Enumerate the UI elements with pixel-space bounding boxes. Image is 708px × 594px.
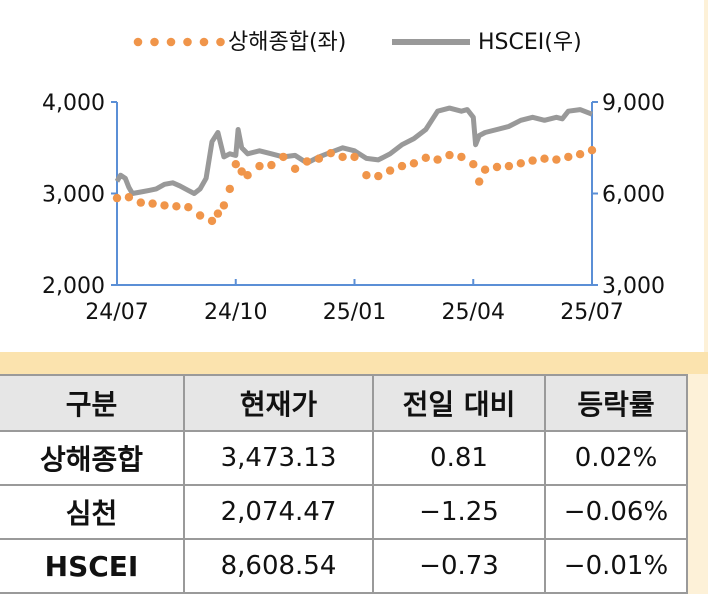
row-name: 상해종합: [0, 430, 185, 486]
right-axis-tick-label: 3,000: [602, 274, 665, 299]
legend-dot: [216, 37, 225, 47]
data-point-shanghai: [112, 193, 122, 203]
data-point-shanghai: [421, 153, 430, 162]
left-axis-tick-label: 2,000: [42, 274, 105, 299]
data-point-shanghai: [469, 160, 478, 169]
quote-table: 구분 현재가 전일 대비 등락률 상해종합 3,473.13 0.81 0.02…: [0, 374, 688, 594]
x-axis-tick-label: 25/04: [442, 300, 505, 325]
legend-dot: [133, 37, 143, 47]
row-rate: −0.01%: [544, 538, 688, 594]
row-change: −0.73: [372, 538, 546, 594]
data-point-shanghai: [195, 211, 205, 220]
row-name: HSCEI: [0, 538, 185, 594]
right-axis-tick-label: 6,000: [602, 183, 665, 208]
table-row: HSCEI 8,608.54 −0.73 −0.01%: [0, 538, 688, 594]
row-rate: 0.02%: [544, 430, 688, 486]
left-axis-tick-label: 3,000: [42, 183, 105, 208]
row-change: 0.81: [372, 430, 546, 486]
data-point-shanghai: [552, 155, 561, 164]
data-point-shanghai: [207, 216, 217, 226]
data-point-shanghai: [243, 171, 252, 180]
table-row: 상해종합 3,473.13 0.81 0.02%: [0, 430, 688, 486]
line-chart: 상해종합(좌) HSCEI(우) 2,000 3,000 4,000 3,000 6,…: [42, 30, 665, 325]
data-point-shanghai: [338, 152, 347, 162]
data-point-shanghai: [350, 152, 359, 162]
legend-dot: [150, 37, 159, 47]
data-point-shanghai: [480, 165, 490, 174]
data-point-shanghai: [148, 199, 157, 208]
table-header-row: 구분 현재가 전일 대비 등락률: [0, 374, 688, 432]
left-axis-tick-label: 4,000: [42, 91, 105, 116]
legend-swatch-shanghai: [133, 37, 225, 47]
data-point-shanghai: [184, 203, 193, 212]
data-point-shanghai: [540, 154, 549, 163]
data-point-shanghai: [385, 166, 395, 175]
data-point-shanghai: [564, 152, 573, 162]
data-point-shanghai: [397, 161, 407, 171]
data-point-shanghai: [219, 201, 229, 210]
header-rate: 등락률: [544, 374, 688, 432]
data-point-shanghai: [492, 162, 502, 172]
series-line-hscei: [114, 105, 593, 196]
data-point-shanghai: [172, 202, 181, 211]
x-axis-tick-label: 25/01: [323, 300, 386, 325]
row-change: −1.25: [372, 484, 546, 540]
row-price: 3,473.13: [183, 430, 374, 486]
header-category: 구분: [0, 374, 185, 432]
header-change: 전일 대비: [372, 374, 546, 432]
legend-dot: [199, 37, 209, 47]
x-axis-tick-label: 24/10: [204, 300, 267, 325]
legend-label-shanghai: 상해종합(좌): [228, 30, 346, 55]
data-point-shanghai: [575, 150, 585, 159]
row-rate: −0.06%: [544, 484, 688, 540]
row-price: 8,608.54: [183, 538, 374, 594]
row-price: 2,074.47: [183, 484, 374, 540]
data-point-shanghai: [267, 160, 276, 170]
data-point-shanghai: [302, 157, 312, 166]
data-point-shanghai: [445, 150, 454, 160]
data-point-shanghai: [225, 184, 234, 194]
data-point-shanghai: [409, 159, 419, 168]
data-point-shanghai: [475, 177, 484, 186]
data-point-shanghai: [374, 171, 383, 181]
data-point-shanghai: [160, 201, 169, 210]
data-point-shanghai: [516, 159, 525, 168]
chart-panel: 상해종합(좌) HSCEI(우) 2,000 3,000 4,000 3,000 6,…: [0, 0, 704, 352]
chart-divider: [0, 352, 708, 374]
legend-dot: [183, 37, 192, 47]
data-point-shanghai: [255, 161, 264, 171]
data-point-shanghai: [587, 146, 597, 155]
row-name: 심천: [0, 484, 185, 540]
right-axis-tick-label: 9,000: [602, 91, 665, 116]
data-point-shanghai: [326, 149, 335, 158]
data-point-shanghai: [504, 161, 514, 171]
data-point-shanghai: [457, 152, 466, 162]
data-point-shanghai: [124, 193, 134, 202]
table-row: 심천 2,074.47 −1.25 −0.06%: [0, 484, 688, 540]
data-point-shanghai: [213, 209, 223, 218]
data-point-shanghai: [279, 152, 288, 162]
legend-dot: [166, 37, 176, 47]
data-point-shanghai: [136, 198, 145, 207]
data-point-shanghai: [231, 160, 240, 169]
data-point-shanghai: [433, 155, 442, 164]
x-axis-tick-label: 24/07: [85, 300, 148, 325]
data-point-shanghai: [290, 164, 300, 173]
x-axis-tick-label: 25/07: [560, 300, 623, 325]
legend-label-hscei: HSCEI(우): [478, 30, 582, 55]
data-point-shanghai: [362, 171, 371, 180]
quote-table-panel: 구분 현재가 전일 대비 등락률 상해종합 3,473.13 0.81 0.02…: [0, 374, 708, 594]
header-price: 현재가: [183, 374, 374, 432]
data-point-shanghai: [314, 154, 324, 163]
data-point-shanghai: [528, 156, 537, 165]
legend: 상해종합(좌) HSCEI(우): [133, 30, 582, 55]
